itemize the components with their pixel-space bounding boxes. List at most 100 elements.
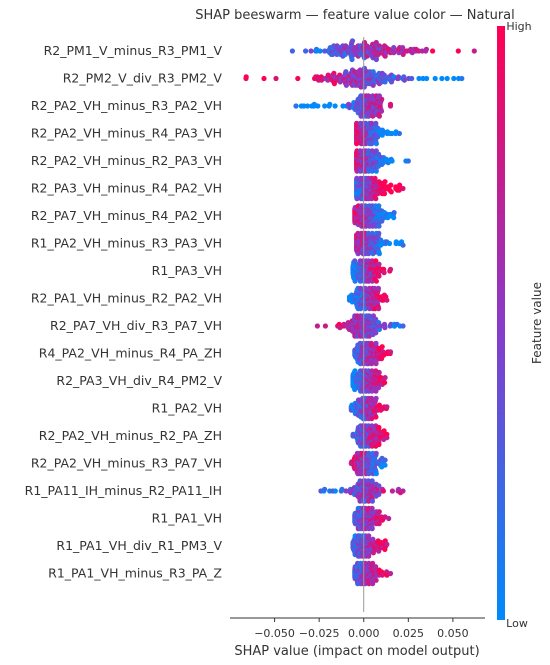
shap-point xyxy=(376,441,382,448)
shap-point xyxy=(451,75,457,82)
shap-point xyxy=(459,75,465,82)
shap-point xyxy=(303,48,309,54)
shap-point xyxy=(391,45,397,51)
shap-point xyxy=(289,48,295,54)
shap-point xyxy=(314,323,320,329)
shap-point xyxy=(369,120,375,126)
shap-point xyxy=(376,151,382,157)
shap-point xyxy=(343,488,349,494)
shap-point xyxy=(373,450,379,456)
shap-point xyxy=(243,74,249,80)
shap-point xyxy=(416,75,422,82)
shap-point xyxy=(432,75,438,82)
shap-point xyxy=(327,101,333,107)
shap-point xyxy=(378,108,385,114)
feature-label: R1_PA2_VH_minus_R3_PA3_VH xyxy=(31,236,222,251)
feature-label: R1_PA3_VH xyxy=(152,263,222,278)
shap-point xyxy=(376,203,382,209)
shap-point xyxy=(273,75,279,82)
shap-point xyxy=(386,515,392,522)
feature-rows: R2_PM1_V_minus_R3_PM1_V R2_PM2_V_div_R3_P… xyxy=(25,43,223,581)
shap-point xyxy=(376,251,382,257)
shap-point xyxy=(384,435,390,441)
colorbar-label: Feature value xyxy=(530,282,544,364)
shap-point xyxy=(380,488,386,494)
feature-label: R2_PA2_VH_minus_R3_PA7_VH xyxy=(31,456,222,471)
shap-point xyxy=(304,103,311,109)
shap-point xyxy=(339,486,345,492)
feature-label: R1_PA11_IH_minus_R2_PA11_IH xyxy=(25,483,222,498)
feature-label: R2_PA2_VH_minus_R2_PA3_VH xyxy=(31,153,222,168)
shap-point xyxy=(389,130,395,137)
shap-point xyxy=(471,48,477,54)
shap-point xyxy=(387,266,394,272)
shap-point xyxy=(322,103,328,109)
shap-point xyxy=(375,385,382,391)
shap-point xyxy=(349,38,356,44)
shap-point xyxy=(400,488,406,494)
shap-point xyxy=(322,486,328,492)
shap-point xyxy=(388,182,394,188)
shap-point xyxy=(366,471,372,477)
shap-point xyxy=(405,158,411,164)
shap-point xyxy=(376,424,382,431)
shap-point xyxy=(400,242,406,248)
shap-point xyxy=(343,82,349,88)
colorbar-high-label: High xyxy=(506,20,531,33)
shap-point xyxy=(382,325,388,331)
shap-point xyxy=(376,223,382,229)
shap-point xyxy=(387,349,394,355)
shap-point xyxy=(376,483,382,489)
x-tick-label: 0.025 xyxy=(393,627,425,640)
shap-point xyxy=(389,488,395,494)
shap-point xyxy=(387,570,394,577)
shap-point xyxy=(373,564,379,570)
shap-point xyxy=(373,577,379,583)
shap-point xyxy=(373,278,379,284)
x-tick-label: −0.050 xyxy=(254,627,295,640)
shap-point xyxy=(369,416,375,422)
shap-point xyxy=(261,75,267,82)
shap-point xyxy=(388,189,394,195)
feature-label: R2_PA7_VH_minus_R4_PA2_VH xyxy=(31,208,222,223)
shap-point xyxy=(369,141,375,147)
feature-label: R2_PA2_VH_minus_R2_PA_ZH xyxy=(39,428,222,443)
shap-point xyxy=(369,505,375,511)
shap-point xyxy=(370,82,376,88)
shap-point xyxy=(391,210,397,216)
x-tick-label: −0.025 xyxy=(299,627,340,640)
shap-point xyxy=(315,103,321,109)
shap-point xyxy=(343,69,349,75)
shap-point xyxy=(370,560,376,566)
shap-point xyxy=(373,471,379,477)
shap-point xyxy=(317,48,323,54)
shap-point xyxy=(340,103,346,109)
feature-label: R1_PA1_VH_minus_R3_PA_Z xyxy=(48,566,222,581)
shap-point xyxy=(401,77,407,83)
shap-point xyxy=(379,96,385,102)
feature-label: R1_PA2_VH xyxy=(152,401,222,416)
shap-point xyxy=(376,509,382,515)
shap-point xyxy=(439,75,445,82)
shap-point xyxy=(369,168,375,174)
shap-point xyxy=(332,488,338,494)
shap-point xyxy=(369,498,375,504)
shap-point xyxy=(381,191,388,197)
shap-point xyxy=(301,103,307,109)
shap-point xyxy=(370,581,376,587)
shap-point xyxy=(376,369,382,376)
shap-point xyxy=(391,50,397,56)
x-axis-label: SHAP value (impact on model output) xyxy=(234,644,479,659)
feature-label: R1_PA1_VH xyxy=(152,511,222,526)
shap-point xyxy=(376,521,382,527)
shap-point xyxy=(373,340,379,346)
shap-point xyxy=(373,361,379,367)
shap-point xyxy=(342,51,348,58)
shap-point xyxy=(389,158,395,164)
beeswarm-points xyxy=(243,38,477,587)
shap-point xyxy=(373,258,379,264)
shap-point xyxy=(376,230,382,236)
shap-point xyxy=(373,39,379,46)
shap-point xyxy=(373,196,379,202)
